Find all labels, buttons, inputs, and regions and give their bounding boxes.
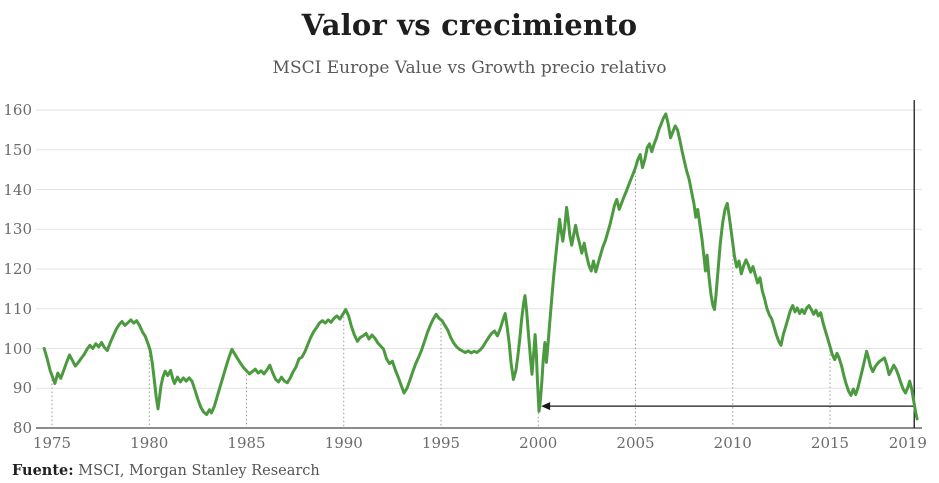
y-tick-label: 110: [3, 299, 32, 318]
x-tick-label: 2005: [616, 434, 655, 452]
x-tick-label: 1980: [130, 434, 169, 452]
source-text: MSCI, Morgan Stanley Research: [73, 463, 320, 479]
x-tick-label: 2015: [810, 434, 850, 452]
source-note: Fuente: MSCI, Morgan Stanley Research: [12, 462, 320, 479]
y-tick-label: 130: [3, 220, 32, 239]
y-tick-label: 140: [3, 180, 32, 199]
y-tick-label: 100: [3, 339, 32, 358]
y-tick-label: 160: [3, 101, 32, 119]
y-tick-label: 90: [12, 379, 32, 398]
x-tick-label: 1995: [421, 434, 461, 452]
chart-subtitle: MSCI Europe Value vs Growth precio relat…: [272, 58, 667, 78]
source-label: Fuente:: [12, 462, 74, 479]
x-tick-label: 1985: [227, 434, 266, 452]
x-tick-label: 1990: [324, 434, 363, 452]
y-tick-label: 120: [3, 260, 32, 278]
y-tick-label: 150: [3, 140, 32, 159]
x-tick-label: 2000: [519, 434, 558, 452]
x-tick-label: 1975: [32, 434, 72, 452]
chart-title: Valor vs crecimiento: [301, 8, 638, 42]
x-tick-label: 2010: [713, 434, 752, 452]
x-tick-label: 2019: [888, 434, 927, 452]
series-line: [42, 112, 919, 421]
annotation-arrowhead: [541, 402, 551, 411]
y-tick-label: 80: [12, 419, 32, 437]
